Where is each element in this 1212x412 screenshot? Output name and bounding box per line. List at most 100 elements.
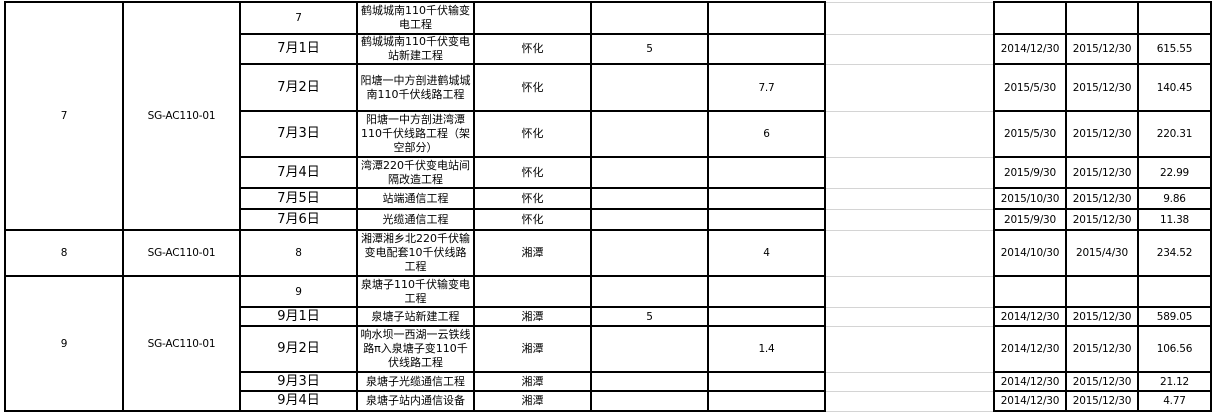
cell-project-code[interactable]: SG-AC110-01: [122, 275, 241, 412]
cell-end-date[interactable]: 2015/12/30: [1065, 33, 1139, 65]
cell-region[interactable]: 怀化: [473, 110, 592, 158]
cell-empty[interactable]: [824, 187, 995, 210]
cell-empty[interactable]: [824, 110, 995, 158]
cell-item-no[interactable]: 7月5日: [239, 187, 358, 210]
cell-end-date[interactable]: 2015/12/30: [1065, 63, 1139, 112]
cell-item-no[interactable]: 8: [239, 229, 358, 277]
cell-empty[interactable]: [824, 390, 995, 412]
cell-investment[interactable]: 11.38: [1137, 208, 1212, 231]
cell-region[interactable]: 怀化: [473, 33, 592, 65]
cell-region[interactable]: 怀化: [473, 208, 592, 231]
cell-investment[interactable]: 589.05: [1137, 306, 1212, 327]
cell-investment[interactable]: 9.86: [1137, 187, 1212, 210]
cell-item-no[interactable]: 9: [239, 275, 358, 308]
cell-line-length[interactable]: 4: [707, 229, 826, 277]
cell-investment[interactable]: 234.52: [1137, 229, 1212, 277]
cell-start-date[interactable]: 2015/5/30: [993, 63, 1067, 112]
cell-substation-capacity[interactable]: [590, 325, 709, 373]
cell-end-date[interactable]: 2015/12/30: [1065, 187, 1139, 210]
cell-substation-capacity[interactable]: [590, 275, 709, 308]
cell-investment[interactable]: [1137, 275, 1212, 308]
cell-region[interactable]: [473, 275, 592, 308]
cell-region[interactable]: 湘潭: [473, 390, 592, 412]
cell-end-date[interactable]: 2015/12/30: [1065, 371, 1139, 392]
cell-end-date[interactable]: 2015/4/30: [1065, 229, 1139, 277]
cell-line-length[interactable]: [707, 275, 826, 308]
cell-region[interactable]: 湘潭: [473, 325, 592, 373]
cell-start-date[interactable]: [993, 1, 1067, 35]
cell-item-no[interactable]: 7月4日: [239, 156, 358, 189]
cell-start-date[interactable]: 2015/9/30: [993, 156, 1067, 189]
cell-empty[interactable]: [824, 156, 995, 189]
cell-investment[interactable]: 140.45: [1137, 63, 1212, 112]
cell-start-date[interactable]: 2015/9/30: [993, 208, 1067, 231]
cell-start-date[interactable]: 2014/12/30: [993, 306, 1067, 327]
cell-line-length[interactable]: 7.7: [707, 63, 826, 112]
cell-investment[interactable]: 21.12: [1137, 371, 1212, 392]
cell-line-length[interactable]: [707, 306, 826, 327]
cell-investment[interactable]: [1137, 1, 1212, 35]
cell-line-length[interactable]: [707, 390, 826, 412]
cell-item-no[interactable]: 9月1日: [239, 306, 358, 327]
cell-empty[interactable]: [824, 1, 995, 35]
cell-region[interactable]: 湘潭: [473, 306, 592, 327]
cell-project-name[interactable]: 湘潭湘乡北220千伏输变电配套10千伏线路工程: [356, 229, 475, 277]
cell-empty[interactable]: [824, 371, 995, 392]
cell-investment[interactable]: 4.77: [1137, 390, 1212, 412]
cell-substation-capacity[interactable]: [590, 1, 709, 35]
cell-substation-capacity[interactable]: 5: [590, 306, 709, 327]
cell-substation-capacity[interactable]: [590, 229, 709, 277]
cell-region[interactable]: 湘潭: [473, 229, 592, 277]
cell-item-no[interactable]: 9月3日: [239, 371, 358, 392]
cell-line-length[interactable]: [707, 33, 826, 65]
cell-start-date[interactable]: 2014/10/30: [993, 229, 1067, 277]
cell-start-date[interactable]: 2014/12/30: [993, 371, 1067, 392]
cell-substation-capacity[interactable]: [590, 110, 709, 158]
cell-serial-no[interactable]: 7: [4, 1, 124, 231]
cell-investment[interactable]: 106.56: [1137, 325, 1212, 373]
cell-empty[interactable]: [824, 33, 995, 65]
cell-end-date[interactable]: [1065, 275, 1139, 308]
cell-empty[interactable]: [824, 63, 995, 112]
cell-line-length[interactable]: 6: [707, 110, 826, 158]
cell-start-date[interactable]: [993, 275, 1067, 308]
cell-line-length[interactable]: [707, 208, 826, 231]
cell-start-date[interactable]: 2014/12/30: [993, 390, 1067, 412]
cell-investment[interactable]: 615.55: [1137, 33, 1212, 65]
cell-end-date[interactable]: 2015/12/30: [1065, 306, 1139, 327]
cell-start-date[interactable]: 2014/12/30: [993, 33, 1067, 65]
cell-substation-capacity[interactable]: [590, 187, 709, 210]
cell-project-name[interactable]: 湾潭220千伏变电站间隔改造工程: [356, 156, 475, 189]
cell-line-length[interactable]: [707, 187, 826, 210]
cell-line-length[interactable]: [707, 156, 826, 189]
cell-item-no[interactable]: 7月6日: [239, 208, 358, 231]
cell-item-no[interactable]: 7月1日: [239, 33, 358, 65]
cell-region[interactable]: 湘潭: [473, 371, 592, 392]
cell-investment[interactable]: 22.99: [1137, 156, 1212, 189]
cell-project-code[interactable]: SG-AC110-01: [122, 1, 241, 231]
cell-serial-no[interactable]: 9: [4, 275, 124, 412]
cell-line-length[interactable]: 1.4: [707, 325, 826, 373]
cell-item-no[interactable]: 7: [239, 1, 358, 35]
cell-substation-capacity[interactable]: [590, 390, 709, 412]
cell-item-no[interactable]: 7月2日: [239, 63, 358, 112]
cell-project-name[interactable]: 泉塘子站新建工程: [356, 306, 475, 327]
cell-region[interactable]: 怀化: [473, 156, 592, 189]
cell-investment[interactable]: 220.31: [1137, 110, 1212, 158]
cell-end-date[interactable]: [1065, 1, 1139, 35]
cell-end-date[interactable]: 2015/12/30: [1065, 390, 1139, 412]
cell-start-date[interactable]: 2014/12/30: [993, 325, 1067, 373]
cell-item-no[interactable]: 9月4日: [239, 390, 358, 412]
cell-project-name[interactable]: 阳塘一中方剖进鹤城城南110千伏线路工程: [356, 63, 475, 112]
cell-line-length[interactable]: [707, 371, 826, 392]
cell-empty[interactable]: [824, 306, 995, 327]
cell-empty[interactable]: [824, 208, 995, 231]
cell-project-name[interactable]: 响水坝一西湖一云铁线路π入泉塘子变110千伏线路工程: [356, 325, 475, 373]
cell-project-name[interactable]: 泉塘子110千伏输变电工程: [356, 275, 475, 308]
cell-project-name[interactable]: 光缆通信工程: [356, 208, 475, 231]
cell-region[interactable]: 怀化: [473, 63, 592, 112]
cell-empty[interactable]: [824, 275, 995, 308]
cell-start-date[interactable]: 2015/5/30: [993, 110, 1067, 158]
cell-serial-no[interactable]: 8: [4, 229, 124, 277]
cell-substation-capacity[interactable]: [590, 371, 709, 392]
